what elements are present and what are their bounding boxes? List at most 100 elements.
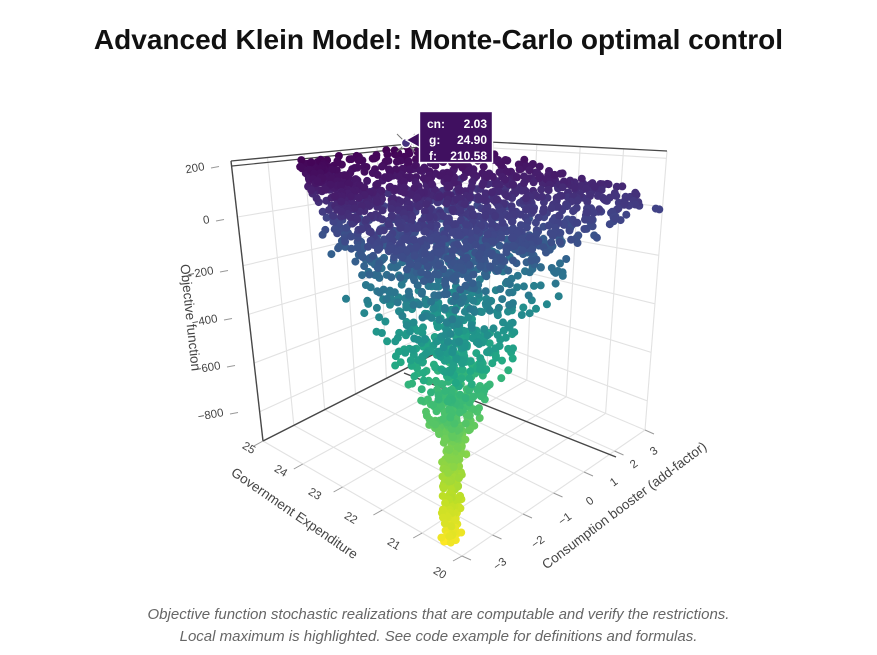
scatter-point[interactable]	[509, 256, 517, 265]
scatter-point[interactable]	[539, 207, 547, 216]
scatter-point[interactable]	[582, 184, 590, 193]
scatter-point[interactable]	[329, 217, 338, 226]
scatter-point[interactable]	[412, 155, 420, 164]
scatter-point[interactable]	[493, 331, 502, 340]
scatter-point[interactable]	[378, 215, 387, 224]
scatter-point[interactable]	[455, 408, 464, 417]
scatter-point[interactable]	[402, 303, 411, 312]
scatter-point[interactable]	[509, 233, 517, 242]
scatter-point[interactable]	[538, 192, 546, 201]
scatter-point[interactable]	[445, 532, 454, 541]
scatter-point[interactable]	[489, 324, 498, 333]
scatter-point[interactable]	[498, 295, 507, 304]
scatter-point[interactable]	[400, 188, 409, 197]
scatter-point[interactable]	[410, 184, 419, 193]
scatter-point[interactable]	[330, 192, 339, 201]
scatter-point[interactable]	[446, 330, 455, 338]
scatter-point[interactable]	[494, 303, 503, 312]
scatter-point[interactable]	[466, 304, 475, 313]
scatter-point[interactable]	[313, 177, 322, 185]
scatter-point[interactable]	[493, 195, 502, 204]
scatter-point[interactable]	[421, 227, 430, 236]
scatter-point[interactable]	[372, 303, 381, 312]
scatter-point[interactable]	[358, 253, 367, 261]
scatter-point[interactable]	[438, 492, 447, 500]
scatter-point[interactable]	[542, 300, 551, 309]
scatter-point[interactable]	[441, 386, 450, 395]
scatter-point[interactable]	[496, 254, 505, 263]
scatter-point[interactable]	[612, 182, 621, 191]
scatter-point[interactable]	[483, 348, 491, 357]
scatter-point[interactable]	[548, 231, 557, 240]
scatter-point[interactable]	[431, 161, 440, 170]
scatter-point[interactable]	[351, 257, 360, 266]
scatter-point[interactable]	[455, 474, 463, 483]
scatter-point[interactable]	[347, 232, 356, 241]
scatter-point[interactable]	[455, 337, 464, 346]
scatter-point[interactable]	[362, 215, 371, 224]
scatter-point[interactable]	[427, 180, 436, 189]
scatter-point[interactable]	[522, 223, 531, 232]
scatter-point[interactable]	[373, 179, 382, 188]
scatter-point[interactable]	[498, 356, 506, 365]
scatter-point[interactable]	[354, 193, 363, 202]
scatter-point[interactable]	[415, 300, 424, 309]
scatter-point[interactable]	[417, 385, 426, 394]
scatter-point[interactable]	[453, 240, 462, 249]
scatter-point[interactable]	[446, 413, 455, 422]
scatter-point[interactable]	[555, 211, 564, 220]
scatter-point[interactable]	[431, 376, 440, 385]
scatter-point[interactable]	[456, 285, 465, 294]
scatter-point[interactable]	[434, 248, 443, 257]
scatter-point[interactable]	[375, 313, 384, 322]
scatter-point[interactable]	[547, 238, 556, 247]
scatter-point[interactable]	[466, 367, 475, 376]
scatter-point[interactable]	[406, 327, 414, 336]
scatter-point[interactable]	[569, 207, 578, 216]
scatter-point[interactable]	[529, 206, 538, 215]
scatter-point[interactable]	[341, 237, 350, 246]
scatter-point[interactable]	[392, 157, 401, 166]
scatter-point[interactable]	[446, 368, 455, 377]
scatter-point[interactable]	[517, 311, 526, 319]
scatter-point[interactable]	[405, 204, 414, 213]
scatter-point[interactable]	[521, 194, 530, 203]
scatter-point[interactable]	[442, 199, 451, 208]
scatter-point[interactable]	[347, 244, 356, 253]
scatter-point[interactable]	[384, 220, 393, 229]
scatter-point[interactable]	[601, 196, 610, 205]
scatter-point[interactable]	[396, 223, 405, 232]
scatter-point[interactable]	[498, 218, 507, 227]
scatter-point[interactable]	[447, 522, 456, 531]
scatter-point[interactable]	[592, 233, 601, 242]
scatter-point[interactable]	[373, 264, 382, 272]
scatter-point[interactable]	[477, 308, 486, 316]
scatter-point[interactable]	[431, 363, 440, 372]
scatter-point[interactable]	[631, 200, 640, 209]
scatter-point[interactable]	[431, 420, 440, 429]
scatter-point[interactable]	[401, 348, 410, 357]
scatter-point[interactable]	[477, 392, 485, 401]
scatter-point[interactable]	[432, 282, 440, 291]
scatter-point[interactable]	[595, 205, 604, 214]
scatter-point[interactable]	[485, 339, 494, 348]
scatter-point[interactable]	[501, 175, 510, 184]
scatter-point[interactable]	[435, 348, 444, 357]
scatter-point[interactable]	[387, 244, 395, 253]
scatter-point[interactable]	[496, 285, 505, 293]
scatter-point[interactable]	[416, 166, 425, 175]
scatter-point[interactable]	[473, 338, 482, 347]
scatter-point[interactable]	[497, 161, 506, 170]
scatter-point[interactable]	[570, 183, 579, 192]
scatter-point[interactable]	[525, 166, 534, 175]
scatter-point[interactable]	[555, 237, 564, 246]
scatter-point[interactable]	[337, 181, 345, 190]
scatter-point[interactable]	[423, 270, 431, 279]
scatter-point[interactable]	[441, 499, 450, 507]
scatter-point[interactable]	[452, 354, 461, 363]
scatter-point[interactable]	[536, 263, 545, 272]
scatter-point[interactable]	[448, 433, 457, 442]
scatter-point[interactable]	[321, 185, 330, 194]
scatter-point[interactable]	[509, 241, 518, 250]
